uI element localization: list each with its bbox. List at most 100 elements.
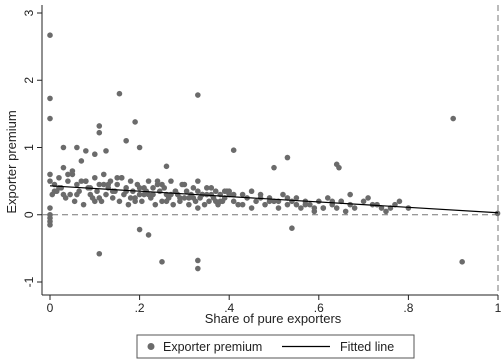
data-point (336, 164, 342, 171)
x-axis: 0 .2 .4 .6 .8 1 (47, 295, 501, 315)
data-point (183, 188, 190, 195)
data-point (190, 185, 197, 191)
fitted-line (49, 185, 499, 214)
data-point (316, 198, 322, 205)
data-point (168, 178, 174, 184)
data-point (293, 201, 300, 208)
data-point (47, 178, 53, 184)
y-tick-label: -1 (22, 276, 36, 287)
data-point (170, 201, 176, 208)
data-point (150, 185, 156, 191)
data-point (181, 195, 188, 201)
data-point (96, 129, 103, 136)
data-point (405, 205, 412, 211)
data-point (230, 198, 237, 205)
data-point (47, 218, 53, 225)
data-point (47, 205, 53, 211)
data-point (47, 95, 53, 102)
data-point (302, 201, 309, 208)
y-tick-label: 1 (22, 144, 36, 151)
data-point (154, 178, 161, 184)
data-point (96, 181, 103, 188)
data-point (152, 201, 159, 208)
data-point (365, 195, 371, 201)
data-point (65, 171, 71, 178)
data-point (114, 181, 120, 188)
data-point (96, 250, 103, 257)
data-point (195, 178, 201, 184)
data-point (127, 195, 134, 201)
data-point (141, 191, 147, 198)
x-tick-label: 1 (495, 301, 501, 315)
data-point (74, 191, 80, 198)
fitted-line-group (49, 185, 499, 214)
data-point (307, 201, 313, 208)
data-point (83, 148, 89, 154)
data-point (204, 185, 210, 191)
data-point (123, 137, 129, 144)
scatter-points (47, 32, 501, 272)
legend-label-fitted-line: Fitted line (340, 340, 394, 354)
data-point (80, 201, 87, 208)
data-point (396, 198, 403, 205)
data-point (150, 191, 156, 198)
data-point (217, 198, 224, 205)
data-point (159, 198, 165, 205)
data-point (298, 205, 304, 211)
x-tick-label: .8 (403, 301, 413, 315)
x-tick-label: 0 (47, 301, 54, 315)
data-point (212, 188, 219, 195)
data-point (230, 191, 237, 198)
data-point (206, 198, 212, 205)
reference-lines (42, 5, 499, 295)
data-point (195, 257, 201, 264)
legend: Exporter premium Fitted line (136, 334, 415, 359)
data-point (333, 205, 340, 211)
data-point (195, 265, 201, 272)
data-point (60, 164, 67, 171)
data-point (289, 198, 295, 205)
data-point (47, 115, 53, 122)
data-point (351, 205, 358, 211)
data-point (248, 188, 255, 195)
data-point (347, 191, 353, 198)
x-axis-label: Share of pure exporters (205, 311, 342, 326)
data-point (156, 188, 163, 195)
data-point (47, 32, 53, 38)
y-tick-label: 2 (22, 77, 36, 84)
data-point (65, 178, 71, 184)
data-point (230, 147, 237, 153)
data-point (94, 188, 100, 195)
data-point (163, 198, 170, 205)
data-point (195, 92, 201, 98)
data-point (284, 154, 291, 161)
data-point (136, 226, 143, 233)
data-point (212, 198, 219, 205)
data-point (289, 225, 295, 231)
data-point (56, 174, 62, 181)
data-point (125, 201, 132, 208)
data-point (266, 198, 273, 205)
data-point (47, 211, 53, 218)
legend-label-exporter-premium: Exporter premium (163, 340, 262, 354)
data-point (83, 178, 89, 184)
data-point (118, 174, 125, 181)
data-point (262, 201, 268, 208)
y-axis-label: Exporter premium (4, 110, 19, 213)
data-point (114, 174, 120, 181)
data-point (253, 198, 259, 205)
data-point (136, 191, 143, 198)
data-point (127, 178, 134, 184)
data-point (186, 201, 192, 208)
data-point (459, 259, 465, 265)
x-tick-label: .4 (224, 301, 234, 315)
data-point (378, 205, 385, 211)
y-tick-label: 0 (22, 211, 36, 218)
data-point (139, 198, 145, 205)
data-point (145, 178, 152, 184)
data-point (181, 181, 188, 188)
data-point (248, 205, 255, 211)
data-point (60, 144, 67, 151)
data-point (360, 198, 367, 205)
